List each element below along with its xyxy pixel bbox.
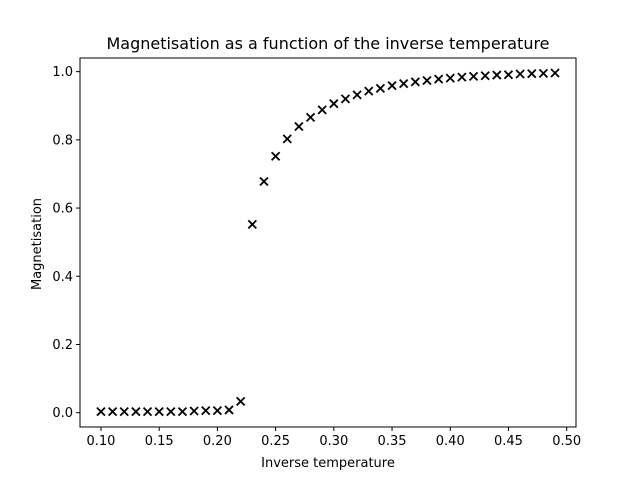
data-point: [457, 72, 467, 82]
x-tick-label: 0.40: [436, 434, 465, 449]
data-point: [189, 406, 199, 416]
x-tick-label: 0.30: [319, 434, 348, 449]
x-axis-label: Inverse temperature: [261, 456, 395, 471]
y-tick-label: 1.0: [52, 65, 73, 80]
y-tick-label: 0.4: [52, 270, 73, 285]
data-point: [212, 405, 223, 416]
data-point: [352, 90, 362, 100]
data-point: [399, 78, 409, 89]
data-point: [236, 396, 246, 407]
chart-title: Magnetisation as a function of the inver…: [106, 34, 549, 53]
data-point: [375, 83, 386, 93]
data-point: [177, 407, 188, 417]
x-tick-label: 0.35: [378, 434, 407, 449]
data-point: [107, 407, 118, 417]
data-point: [224, 405, 234, 415]
data-point: [515, 69, 525, 79]
data-point: [96, 407, 106, 417]
data-point: [119, 407, 129, 417]
data-point: [282, 134, 292, 144]
x-tick-label: 0.10: [86, 434, 115, 449]
data-point: [410, 77, 420, 87]
x-tick-label: 0.20: [203, 434, 232, 449]
data-point: [468, 71, 479, 82]
data-point: [480, 71, 490, 81]
x-tick-label: 0.50: [552, 434, 581, 449]
data-point: [387, 80, 397, 91]
y-tick-label: 0.0: [52, 406, 73, 421]
data-point: [294, 121, 304, 132]
data-point: [247, 219, 257, 230]
data-point: [550, 68, 560, 78]
plot-area: 0.10 0.15 0.20 0.25 0.30 0.35 0.40 0.45 0.50 0.0…: [52, 57, 581, 449]
data-point: [142, 407, 153, 417]
data-point: [538, 68, 549, 78]
data-point: [259, 176, 269, 187]
data-point: [317, 105, 327, 115]
data-point: [527, 69, 537, 79]
data-point: [329, 99, 339, 109]
data-point: [492, 70, 502, 80]
data-point: [503, 70, 514, 80]
data-point: [270, 151, 281, 161]
data-point: [131, 407, 141, 417]
data-point: [445, 73, 455, 83]
axes-frame: [79, 57, 577, 428]
data-point: [154, 407, 164, 417]
data-point: [422, 75, 432, 86]
data-point: [340, 94, 351, 104]
y-tick-label: 0.2: [52, 338, 73, 353]
y-tick-label: 0.6: [52, 202, 73, 217]
data-point: [364, 86, 374, 96]
y-tick-label: 0.8: [52, 133, 73, 148]
data-point: [166, 407, 176, 417]
x-tick-label: 0.15: [145, 434, 174, 449]
data-points: [96, 68, 560, 417]
data-point: [201, 405, 211, 416]
x-axis: 0.10 0.15 0.20 0.25 0.30 0.35 0.40 0.45 0.50: [86, 427, 581, 449]
x-tick-label: 0.25: [261, 434, 290, 449]
y-axis-label: Magnetisation: [30, 198, 45, 290]
y-axis: 0.0 0.2 0.4 0.6 0.8 1.0: [52, 65, 80, 421]
x-tick-label: 0.45: [494, 434, 523, 449]
data-point: [305, 112, 316, 122]
data-point: [433, 74, 444, 84]
